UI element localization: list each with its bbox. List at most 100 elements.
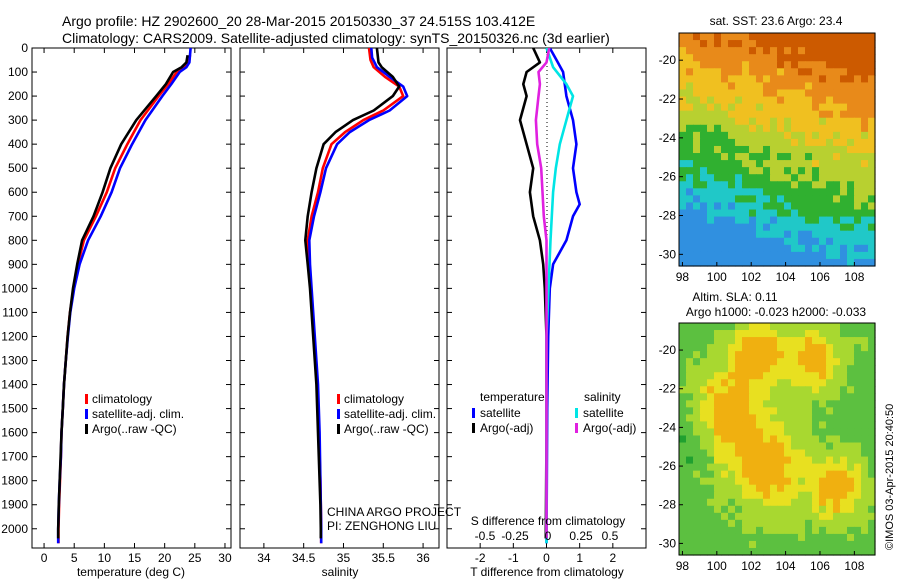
map-cell	[721, 358, 729, 366]
map-cell	[679, 526, 687, 535]
map-cell	[805, 216, 813, 225]
map-cell	[840, 365, 848, 373]
map-cell	[847, 449, 855, 458]
map-cell	[742, 96, 750, 105]
map-cell	[770, 351, 778, 359]
map-cell	[749, 61, 757, 69]
map-cell	[749, 358, 757, 366]
map-cell	[812, 505, 820, 514]
map-cell	[756, 40, 764, 48]
map-cell	[777, 103, 785, 112]
map-cell	[777, 323, 785, 331]
series-line-temperature-satellite	[545, 48, 581, 544]
map-cell	[679, 456, 687, 465]
map-cell	[770, 526, 778, 535]
map-cell	[812, 526, 820, 535]
map-cell	[700, 519, 708, 528]
map-cell	[861, 470, 869, 479]
map-cell	[756, 337, 764, 345]
pi-annotation: PI: ZENGHONG LIU	[327, 519, 436, 533]
map-cell	[819, 428, 827, 437]
legend-swatch-climatology	[337, 394, 340, 404]
sst-map-panel: sat. SST: 23.6 Argo: 23.4 -20-22-24-26-2…	[659, 14, 876, 284]
map-cell	[784, 351, 792, 359]
map-cell	[791, 68, 799, 76]
map-cell	[735, 463, 743, 472]
map-cell	[742, 82, 750, 91]
map-cell	[735, 533, 743, 542]
map-cell	[854, 477, 862, 486]
map-cell	[714, 435, 722, 444]
map-cell	[791, 160, 799, 168]
map-cell	[847, 344, 855, 352]
map-cell	[819, 393, 827, 401]
map-cell	[763, 337, 771, 345]
map-cell	[714, 167, 722, 175]
map-cell	[721, 421, 729, 430]
map-cell	[826, 244, 834, 253]
map-cell	[812, 202, 820, 211]
map-cell	[707, 54, 715, 62]
map-cell	[707, 61, 715, 69]
map-cell	[714, 68, 722, 76]
map-cell	[749, 153, 757, 161]
map-cell	[826, 498, 834, 507]
map-cell	[798, 223, 806, 232]
map-cell	[679, 435, 687, 444]
map-x-tick-label: 108	[844, 559, 864, 573]
map-cell	[707, 351, 715, 359]
map-cell	[861, 526, 869, 535]
map-cell	[693, 124, 701, 133]
map-cell	[791, 526, 799, 535]
map-cell	[833, 365, 841, 373]
map-cell	[784, 379, 792, 387]
map-cell	[812, 181, 820, 189]
map-cell	[784, 463, 792, 472]
map-cell	[679, 330, 687, 338]
map-cell	[721, 365, 729, 373]
map-cell	[812, 449, 820, 458]
map-cell	[721, 167, 729, 175]
map-cell	[784, 372, 792, 380]
map-cell	[714, 323, 722, 331]
map-cell	[833, 484, 841, 493]
map-cell	[847, 407, 855, 415]
depth-tick-label: 600	[8, 185, 28, 199]
map-cell	[679, 244, 687, 253]
map-cell	[861, 407, 869, 415]
map-cell	[686, 237, 694, 246]
map-cell	[700, 223, 708, 232]
map-cell	[749, 526, 757, 535]
map-cell	[686, 230, 694, 239]
map-cell	[763, 33, 771, 41]
map-cell	[735, 484, 743, 493]
map-cell	[749, 337, 757, 345]
map-cell	[693, 145, 701, 154]
map-cell	[749, 258, 757, 267]
map-cell	[791, 407, 799, 415]
map-cell	[868, 428, 876, 437]
map-cell	[693, 547, 701, 556]
map-cell	[819, 40, 827, 48]
map-cell	[868, 223, 876, 232]
map-cell	[847, 323, 855, 331]
depth-tick-label: 1600	[1, 426, 28, 440]
map-cell	[805, 138, 813, 147]
salinity-depth-ticks	[240, 47, 439, 530]
map-cell	[700, 463, 708, 472]
map-cell	[819, 96, 827, 105]
page-title: Argo profile: HZ 2902600_20 28-Mar-2015 …	[62, 13, 535, 29]
map-cell	[770, 533, 778, 542]
map-cell	[693, 505, 701, 514]
map-cell	[847, 209, 855, 218]
map-cell	[777, 393, 785, 401]
map-cell	[805, 533, 813, 542]
legend-heading-temperature: temperature	[480, 390, 545, 404]
map-cell	[798, 393, 806, 401]
map-cell	[770, 251, 778, 260]
map-cell	[784, 330, 792, 338]
map-cell	[812, 258, 820, 267]
map-cell	[707, 131, 715, 140]
map-cell	[833, 337, 841, 345]
map-cell	[819, 202, 827, 211]
